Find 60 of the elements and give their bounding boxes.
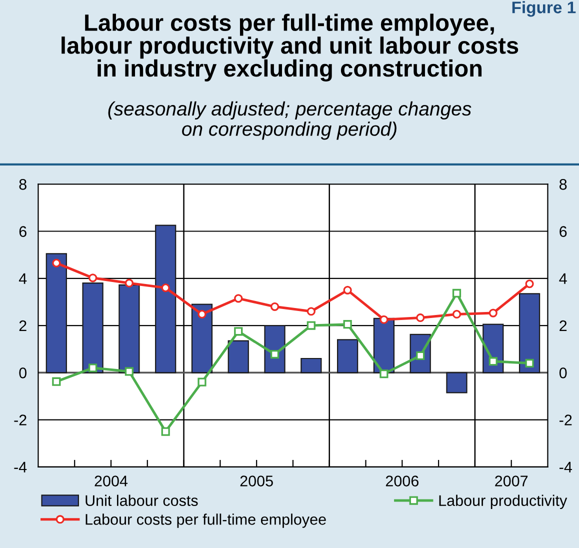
y-tick-label: -4	[14, 462, 27, 472]
point	[52, 258, 61, 268]
chart-subtitle: (seasonally adjusted; percentage changes on corresponding period)	[108, 101, 472, 140]
point	[234, 327, 243, 336]
point	[380, 370, 388, 378]
point	[488, 357, 498, 366]
bar	[82, 282, 104, 374]
point	[88, 274, 98, 282]
bar	[337, 339, 358, 374]
y2-tick-label: 8	[560, 178, 567, 190]
bar	[155, 224, 176, 374]
y2-tick-label: 6	[560, 226, 567, 237]
point	[161, 284, 170, 292]
y2-tick-label: 4	[559, 273, 567, 284]
y2-tick-label: 0	[559, 368, 567, 378]
x-tick-label: 2007	[495, 476, 528, 486]
point	[416, 351, 425, 360]
legend-label: Labour productivity	[439, 494, 568, 510]
point	[343, 320, 352, 329]
point	[452, 288, 462, 298]
point	[124, 367, 134, 376]
y-tick-label: -2	[14, 414, 26, 426]
point	[306, 321, 316, 330]
x-tick-label: 2006	[386, 476, 418, 486]
legend-label: Labour costs per full-time employee	[86, 514, 326, 528]
point	[452, 310, 462, 319]
x-tick-label: 2004	[94, 476, 128, 486]
point	[124, 278, 134, 288]
y2-tick-label: -4	[560, 462, 572, 472]
point	[198, 378, 206, 386]
point	[380, 315, 388, 324]
point	[525, 279, 534, 288]
bar	[518, 293, 540, 374]
y2-tick-label: -2	[560, 414, 572, 426]
point	[161, 427, 170, 436]
point	[270, 350, 280, 359]
point	[416, 313, 425, 322]
point	[306, 307, 316, 316]
y-tick-label: 8	[19, 178, 26, 190]
point	[488, 308, 498, 318]
point	[270, 302, 280, 311]
y-tick-label: 0	[19, 368, 27, 378]
y-tick-label: 2	[19, 320, 26, 332]
point	[198, 310, 206, 319]
bar	[446, 372, 468, 394]
y-tick-label: 4	[18, 273, 27, 284]
bar	[46, 253, 67, 374]
bar	[228, 340, 249, 374]
point	[52, 377, 61, 386]
bar	[118, 284, 140, 374]
y2-tick-label: 2	[560, 320, 567, 332]
point	[343, 286, 352, 294]
x-tick-label: 2005	[240, 476, 273, 486]
point	[234, 294, 243, 303]
bar	[191, 304, 213, 374]
point	[88, 364, 98, 372]
bar	[300, 358, 322, 374]
y-tick-label: 6	[19, 226, 26, 237]
point	[525, 358, 534, 368]
legend-label: Unit labour costs	[86, 494, 198, 506]
